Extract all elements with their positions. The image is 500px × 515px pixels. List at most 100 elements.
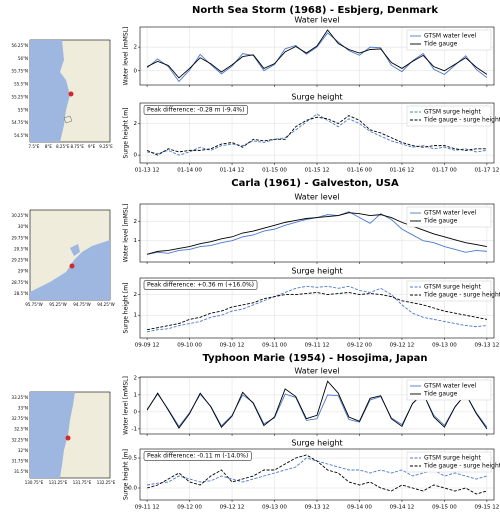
map-lat-label: 56°N [18,56,28,61]
y-axis-label: Water level [mMSL] [123,27,130,86]
x-tick-label: 09-13 00 [262,505,287,511]
x-tick-label: 09-10 00 [177,343,202,349]
x-tick-label: 09-13 12 [305,505,330,511]
series-line [146,285,487,333]
y-axis-label: Water level [mMSL] [123,204,130,263]
x-tick-label: 09-11 12 [135,505,160,511]
subplot-title: Surge height [291,93,342,102]
map-lat-label: 28.75°N [12,280,28,285]
map-lat-label: 31.5°N [14,469,28,474]
legend-label: Tide gauge - surge height [423,117,500,124]
legend-box [406,280,492,302]
legend-label: GTSM surge height [424,109,481,116]
map-sea [30,392,75,478]
series-line [147,113,487,156]
x-tick-label: 01-14 00 [177,168,202,174]
x-tick-label: 09-15 00 [432,505,457,511]
map-lat-label: 30.25°N [12,213,28,218]
annotation: Peak difference: -0.28 m (-9.4%) [147,107,244,114]
station-marker [69,263,75,269]
plot-frame [139,203,495,263]
panel-title: Typhoon Marie (1954) - Hosojima, Japan [202,353,427,364]
legend-box [406,379,492,401]
map-lat-label: 55.5°N [14,82,28,87]
x-tick-label: 01-16 00 [347,168,372,174]
x-tick-label: 09-15 12 [475,505,500,511]
series-line [146,212,488,255]
y-tick-label: 2 [134,219,138,225]
x-tick-label: 01-15 12 [305,168,330,174]
map-lat-label: 28.5°N [14,291,28,296]
legend-label: Tide gauge [423,41,458,48]
map [29,209,111,301]
series-line [146,32,488,83]
series-line [146,29,488,79]
map-lon-label: 9°E [88,144,96,149]
legend-box [406,105,492,127]
map-sea [30,240,110,300]
y-tick-label: 1 [134,392,138,398]
subplot-title: Water level [294,367,339,376]
annotation: Peak difference: -0.11 m (-14.0%) [147,453,248,460]
map-lat-label: 55.75°N [12,69,28,74]
y-tick-label: 2 [134,121,138,127]
x-tick-label: 01-15 00 [262,168,287,174]
subplot-title: Water level [294,193,339,202]
legend-label: GTSM surge height [424,455,481,462]
map-lat-label: 32.25°N [12,437,28,442]
y-axis-label: Surge height [m] [123,108,130,159]
legend-label: Tide gauge [423,391,458,398]
map-bay [70,244,80,256]
annotation-box [143,105,248,115]
x-tick-label: 09-10 12 [220,343,245,349]
map-lat-label: 32.75°N [12,416,28,421]
map-lat-label: 29.75°N [12,235,28,240]
map-lat-label: 55°N [18,107,28,112]
station-marker [65,435,71,441]
legend-box [406,451,492,473]
legend-label: Tide gauge [423,218,458,225]
annotation-box [143,451,252,461]
x-tick-label: 01-17 12 [475,168,500,174]
y-tick-label: 0 [134,153,138,159]
map-lon-label: 8.75°E [70,144,84,149]
x-tick-label: 09-11 00 [262,343,287,349]
map [29,39,111,143]
y-axis-label: Surge height [m] [123,283,130,334]
y-tick-label: 0.5 [128,456,137,462]
map-lon-label: 8.25°E [56,144,70,149]
x-tick-label: 09-14 00 [347,505,372,511]
map-lat-label: 29°N [18,269,28,274]
map-lat-label: 54.75°N [12,120,28,125]
series-line [146,292,488,331]
x-tick-label: 09-11 12 [305,343,330,349]
map-lat-label: 30°N [18,224,28,229]
map-lat-label: 32°N [18,448,28,453]
map-lon-label: 94.25°W [97,302,114,307]
plot-frame [139,448,495,501]
map-lat-label: 33.25°N [12,395,28,400]
x-tick-label: 01-16 12 [390,168,415,174]
x-tick-label: 01-17 00 [432,168,457,174]
y-tick-label: 1 [134,313,138,319]
legend-label: Tide gauge - surge height [423,463,500,470]
x-tick-label: 09-12 00 [347,343,372,349]
map-lat-label: 54.5°N [14,133,28,138]
map-lon-label: 95.75°W [25,302,42,307]
x-tick-label: 09-12 12 [220,505,245,511]
map-lat-label: 29.5°N [14,246,28,251]
map-lat-label: 56.25°N [12,43,28,48]
legend-label: GTSM water level [424,383,477,390]
plot-frame [139,376,495,435]
y-tick-label: -1 [132,426,137,432]
y-axis-label: Water level [mMSL] [123,376,130,435]
subplot-title: Surge height [291,439,342,448]
map-island [63,115,73,124]
y-tick-label: 2 [134,292,138,298]
map-lat-label: 29.25°N [12,258,28,263]
y-tick-label: 2 [134,375,138,381]
map-sea [30,40,70,142]
x-tick-label: 09-09 12 [135,343,160,349]
legend-box [406,206,492,228]
